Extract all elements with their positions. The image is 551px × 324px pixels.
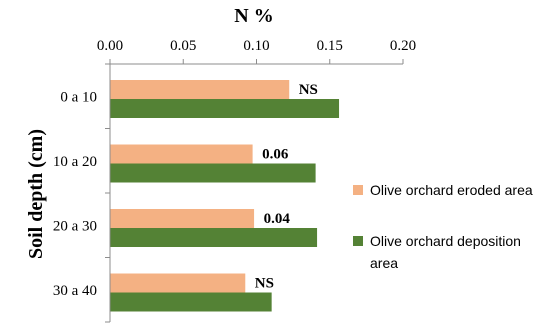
x-tick-label: 0.20 [390, 38, 416, 54]
legend-label: area [370, 255, 398, 271]
category-label: 30 a 40 [53, 283, 97, 299]
y-axis-title: Soil depth (cm) [25, 129, 47, 259]
bar-eroded [110, 80, 290, 99]
x-tick-label: 0.10 [243, 38, 269, 54]
x-tick-label: 0.15 [317, 38, 343, 54]
significance-label: NS [255, 276, 274, 292]
bar-deposition [110, 163, 316, 183]
legend-label: Olive orchard deposition [370, 233, 521, 249]
x-tick-label: 0.05 [170, 38, 196, 54]
significance-label: NS [299, 82, 318, 98]
x-axis-title: N % [234, 5, 273, 27]
significance-label: 0.04 [264, 211, 291, 227]
significance-label: 0.06 [262, 147, 289, 163]
bar-eroded [110, 273, 246, 293]
bar-eroded [110, 209, 255, 228]
legend: Olive orchard eroded area Olive orchard d… [353, 182, 533, 271]
legend-label: Olive orchard eroded area [370, 182, 533, 198]
legend-swatch [353, 185, 363, 195]
legend-swatch [353, 236, 363, 246]
category-label: 10 a 20 [53, 154, 97, 170]
bar-eroded [110, 144, 253, 164]
bar-deposition [110, 292, 272, 312]
category-label: 20 a 30 [53, 218, 97, 234]
category-label: 0 a 10 [60, 89, 97, 105]
axes: 0.00 0.05 0.10 0.15 0.20 0 a 10 10 a 20 20 a 30… [53, 38, 416, 323]
bar-deposition [110, 99, 340, 118]
x-tick-label: 0.00 [97, 38, 123, 54]
labels: NS 0.06 0.04 NS [255, 82, 318, 292]
bar-deposition [110, 228, 318, 247]
bars [110, 80, 340, 312]
